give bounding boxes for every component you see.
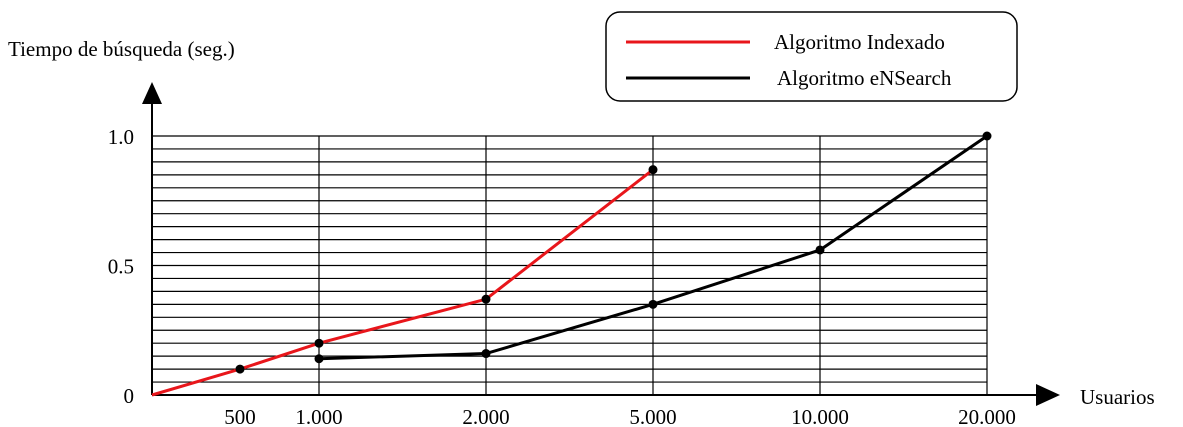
data-point	[314, 338, 324, 348]
y-tick-label: 1.0	[108, 125, 134, 149]
data-point	[481, 294, 491, 304]
grid	[152, 135, 988, 395]
axes	[142, 82, 1060, 406]
data-point	[481, 349, 491, 359]
legend: Algoritmo Indexado Algoritmo eNSearch	[605, 11, 1018, 102]
y-axis-label: Tiempo de búsqueda (seg.)	[8, 37, 235, 61]
x-tick-label: 20.000	[958, 405, 1016, 427]
x-tick-label: 2.000	[462, 405, 509, 427]
x-tick-labels: 500 1.000 2.000 5.000 10.000 20.000	[224, 405, 1016, 427]
legend-label-indexado: Algoritmo Indexado	[774, 30, 945, 54]
legend-label-ensearch: Algoritmo eNSearch	[777, 66, 952, 90]
data-point	[648, 165, 658, 175]
data-point	[648, 299, 658, 309]
y-axis-arrow	[142, 82, 162, 104]
data-point	[235, 364, 245, 374]
series-line	[151, 168, 654, 397]
data-point	[314, 354, 324, 364]
y-tick-label: 0.5	[108, 255, 134, 279]
x-tick-label: 5.000	[629, 405, 676, 427]
y-tick-label: 0	[124, 384, 135, 408]
x-axis-label: Usuarios	[1080, 385, 1155, 409]
x-axis-arrow	[1036, 384, 1060, 406]
data-point	[815, 245, 825, 255]
x-tick-label: 500	[224, 405, 256, 427]
y-tick-labels: 0 0.5 1.0	[108, 125, 134, 408]
x-tick-label: 1.000	[295, 405, 342, 427]
x-tick-label: 10.000	[791, 405, 849, 427]
data-point	[982, 131, 992, 141]
series-layer	[151, 131, 992, 397]
